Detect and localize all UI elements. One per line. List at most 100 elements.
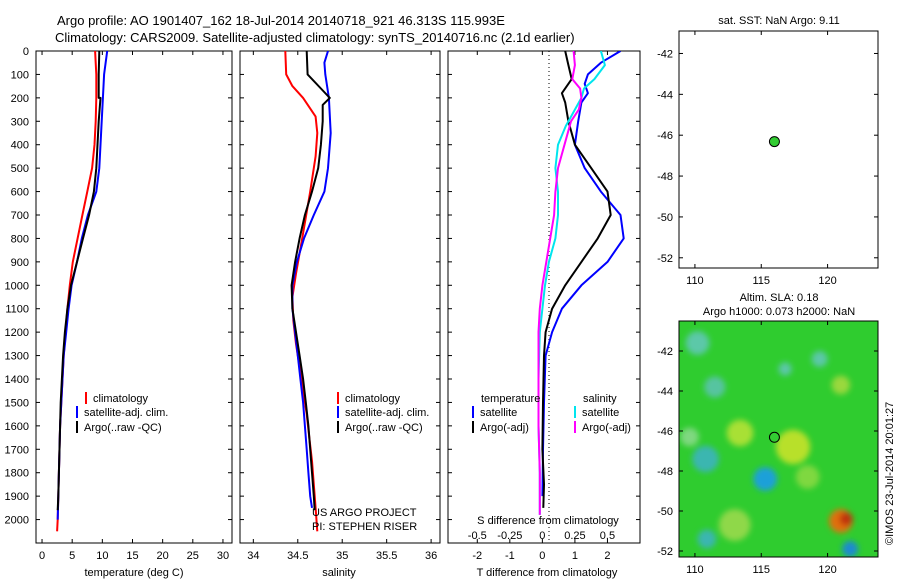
- difference-legend: temperature salinity satellite Argo(-adj…: [472, 393, 631, 434]
- lat-tick-label: -44: [657, 386, 673, 398]
- legend-temperature-heading: temperature: [481, 393, 540, 405]
- salinity-series-group: [284, 51, 332, 532]
- depth-tick-label: 1400: [5, 374, 29, 386]
- salinity-panel-frame: [239, 50, 441, 544]
- depth-tick-label: 1300: [5, 351, 29, 363]
- depth-tick-label: 500: [11, 163, 29, 175]
- depth-tick-label: 200: [11, 93, 29, 105]
- lat-tick-label: -46: [657, 130, 673, 142]
- s-tick-label: 0.5: [600, 530, 615, 542]
- series-line: [537, 51, 583, 515]
- depth-tick-label: 0: [23, 46, 29, 58]
- x-tick-label: 0: [39, 550, 45, 562]
- x-tick-label: 2: [604, 550, 610, 562]
- difference-top-label: S difference from climatology: [477, 515, 619, 527]
- temperature-panel-frame: [35, 50, 233, 544]
- x-tick-label: 15: [126, 550, 138, 562]
- difference-panel-frame: [447, 50, 641, 544]
- lat-tick-label: -44: [657, 89, 673, 101]
- depth-tick-label: 1600: [5, 421, 29, 433]
- sla-anomaly: [697, 529, 717, 549]
- x-tick-label: 10: [96, 550, 108, 562]
- s-tick-label: 0.25: [564, 530, 585, 542]
- depth-tick-label: 400: [11, 140, 29, 152]
- depth-tick-label: 800: [11, 233, 29, 245]
- lon-tick-label: 115: [752, 275, 770, 287]
- difference-series-group: [537, 51, 625, 515]
- x-tick-label: 34.5: [287, 550, 308, 562]
- figure-subtitle: Climatology: CARS2009. Satellite-adjuste…: [55, 30, 575, 45]
- legend-argo: Argo(..raw -QC): [84, 422, 162, 434]
- pi-label: PI: STEPHEN RISER: [312, 521, 417, 533]
- temperature-xlabel: temperature (deg C): [84, 567, 183, 579]
- depth-tick-label: 300: [11, 116, 29, 128]
- difference-axis-ticks: -2 -1 0 1 2 -0.5 -0.25 0 0.25 0.5: [448, 50, 640, 562]
- depth-tick-label: 600: [11, 187, 29, 199]
- depth-tick-label: 100: [11, 69, 29, 81]
- series-line: [541, 51, 625, 497]
- legend-argo: Argo(..raw -QC): [345, 422, 423, 434]
- series-line: [290, 51, 331, 511]
- lat-tick-label: -42: [657, 346, 673, 358]
- lon-tick-label: 110: [686, 275, 704, 287]
- imos-timestamp: ©IMOS 23-Jul-2014 20:01:27: [884, 402, 896, 545]
- lon-tick-label: 115: [752, 564, 770, 576]
- legend-climatology: climatology: [93, 393, 149, 405]
- x-tick-label: 5: [69, 550, 75, 562]
- sla-anomaly: [726, 419, 754, 447]
- depth-tick-label: 1800: [5, 468, 29, 480]
- sst-map-title: sat. SST: NaN Argo: 9.11: [718, 15, 839, 27]
- x-tick-label: 1: [572, 550, 578, 562]
- sla-anomaly: [692, 445, 719, 473]
- depth-tick-label: 2000: [5, 515, 29, 527]
- x-tick-label: 35: [336, 550, 348, 562]
- sla-map-title-2: Argo h1000: 0.073 h2000: NaN: [703, 306, 855, 318]
- x-tick-label: 30: [217, 550, 229, 562]
- depth-tick-label: 700: [11, 210, 29, 222]
- depth-tick-label: 900: [11, 257, 29, 269]
- legend-climatology: climatology: [345, 393, 401, 405]
- x-tick-label: 36: [425, 550, 437, 562]
- depth-tick-label: 1900: [5, 491, 29, 503]
- sla-anomaly: [718, 509, 751, 541]
- lat-tick-label: -46: [657, 426, 673, 438]
- temperature-legend: climatology satellite-adj. clim. Argo(..…: [76, 392, 168, 434]
- sla-anomaly: [704, 376, 726, 398]
- lat-tick-label: -48: [657, 466, 673, 478]
- figure-title: Argo profile: AO 1901407_162 18-Jul-2014…: [57, 13, 505, 28]
- legend-t-argo: Argo(-adj): [480, 422, 529, 434]
- sla-anomaly: [753, 467, 778, 491]
- depth-tick-label: 1000: [5, 280, 29, 292]
- lon-tick-label: 120: [818, 275, 836, 287]
- s-tick-label: -0.5: [468, 530, 487, 542]
- sla-anomaly: [831, 375, 851, 395]
- depth-tick-label: 1200: [5, 327, 29, 339]
- sla-map-axes: 110 115 120 -42 -44 -46 -48 -50 -52: [657, 321, 878, 576]
- sst-map-marks: [768, 136, 780, 148]
- legend-s-satellite: satellite: [582, 407, 619, 419]
- legend-satellite-adj: satellite-adj. clim.: [345, 407, 429, 419]
- lon-tick-label: 120: [818, 564, 836, 576]
- series-line: [56, 51, 102, 511]
- depth-tick-label: 1500: [5, 397, 29, 409]
- depth-axis: 0 100 200 300 400 500 600 700 800 900 1000 1100 1200…: [5, 46, 29, 527]
- depth-tick-label: 1700: [5, 444, 29, 456]
- x-tick-label: -2: [472, 550, 482, 562]
- s-tick-label: 0: [539, 530, 545, 542]
- sla-anomaly: [811, 351, 828, 367]
- sla-map-frame: [678, 320, 879, 558]
- salinity-axis-ticks: 34 34.5 35 35.5 36: [240, 50, 440, 562]
- series-line: [541, 51, 612, 508]
- x-tick-label: 0: [539, 550, 545, 562]
- argo-location-marker: [768, 431, 780, 443]
- sla-anomaly: [775, 429, 811, 465]
- x-tick-label: 34: [247, 550, 259, 562]
- sla-anomaly: [778, 362, 792, 376]
- lat-tick-label: -48: [657, 171, 673, 183]
- sla-map-title-1: Altim. SLA: 0.18: [740, 292, 819, 304]
- series-line: [291, 51, 332, 509]
- sla-anomaly: [842, 541, 859, 557]
- legend-satellite-adj: satellite-adj. clim.: [84, 407, 168, 419]
